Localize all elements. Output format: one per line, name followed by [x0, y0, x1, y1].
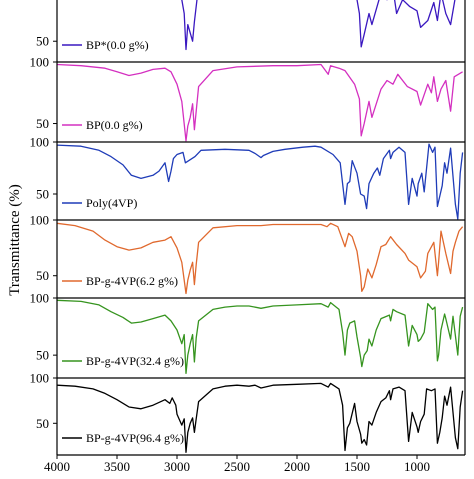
x-tick-label: 1500 — [344, 459, 370, 474]
y-tick-label: 50 — [36, 416, 49, 431]
x-tick-label: 1000 — [404, 459, 430, 474]
y-axis-title: Transmittance (%) — [7, 184, 23, 296]
series-line-3 — [57, 143, 464, 220]
series-line-2 — [57, 63, 463, 142]
legend-label-4: BP-g-4VP(6.2 g%) — [86, 274, 178, 288]
x-tick-label: 3500 — [104, 459, 130, 474]
x-tick-label: 2000 — [284, 459, 310, 474]
y-tick-label: 100 — [30, 371, 50, 386]
series-line-6 — [57, 382, 464, 453]
legend-label-6: BP-g-4VP(96.4 g%) — [86, 431, 184, 445]
y-tick-label: 100 — [30, 213, 50, 228]
y-tick-label: 50 — [36, 187, 49, 202]
y-tick-label: 50 — [36, 348, 49, 363]
legend-label-1: BP*(0.0 g%) — [86, 38, 149, 52]
x-tick-label: 2500 — [224, 459, 250, 474]
y-tick-label: 100 — [30, 135, 50, 150]
y-tick-label: 100 — [30, 55, 50, 70]
y-tick-label: 50 — [36, 116, 49, 131]
series-line-1 — [181, 0, 456, 51]
legend-label-3: Poly(4VP) — [86, 196, 137, 210]
y-tick-label: 50 — [36, 34, 49, 49]
legend-label-5: BP-g-4VP(32.4 g%) — [86, 354, 184, 368]
series-line-5 — [57, 299, 464, 375]
x-tick-label: 3000 — [164, 459, 190, 474]
series-line-4 — [57, 222, 464, 295]
y-tick-label: 100 — [30, 291, 50, 306]
legend-label-2: BP(0.0 g%) — [86, 118, 143, 132]
y-tick-label: 50 — [36, 268, 49, 283]
x-tick-label: 4000 — [44, 459, 70, 474]
